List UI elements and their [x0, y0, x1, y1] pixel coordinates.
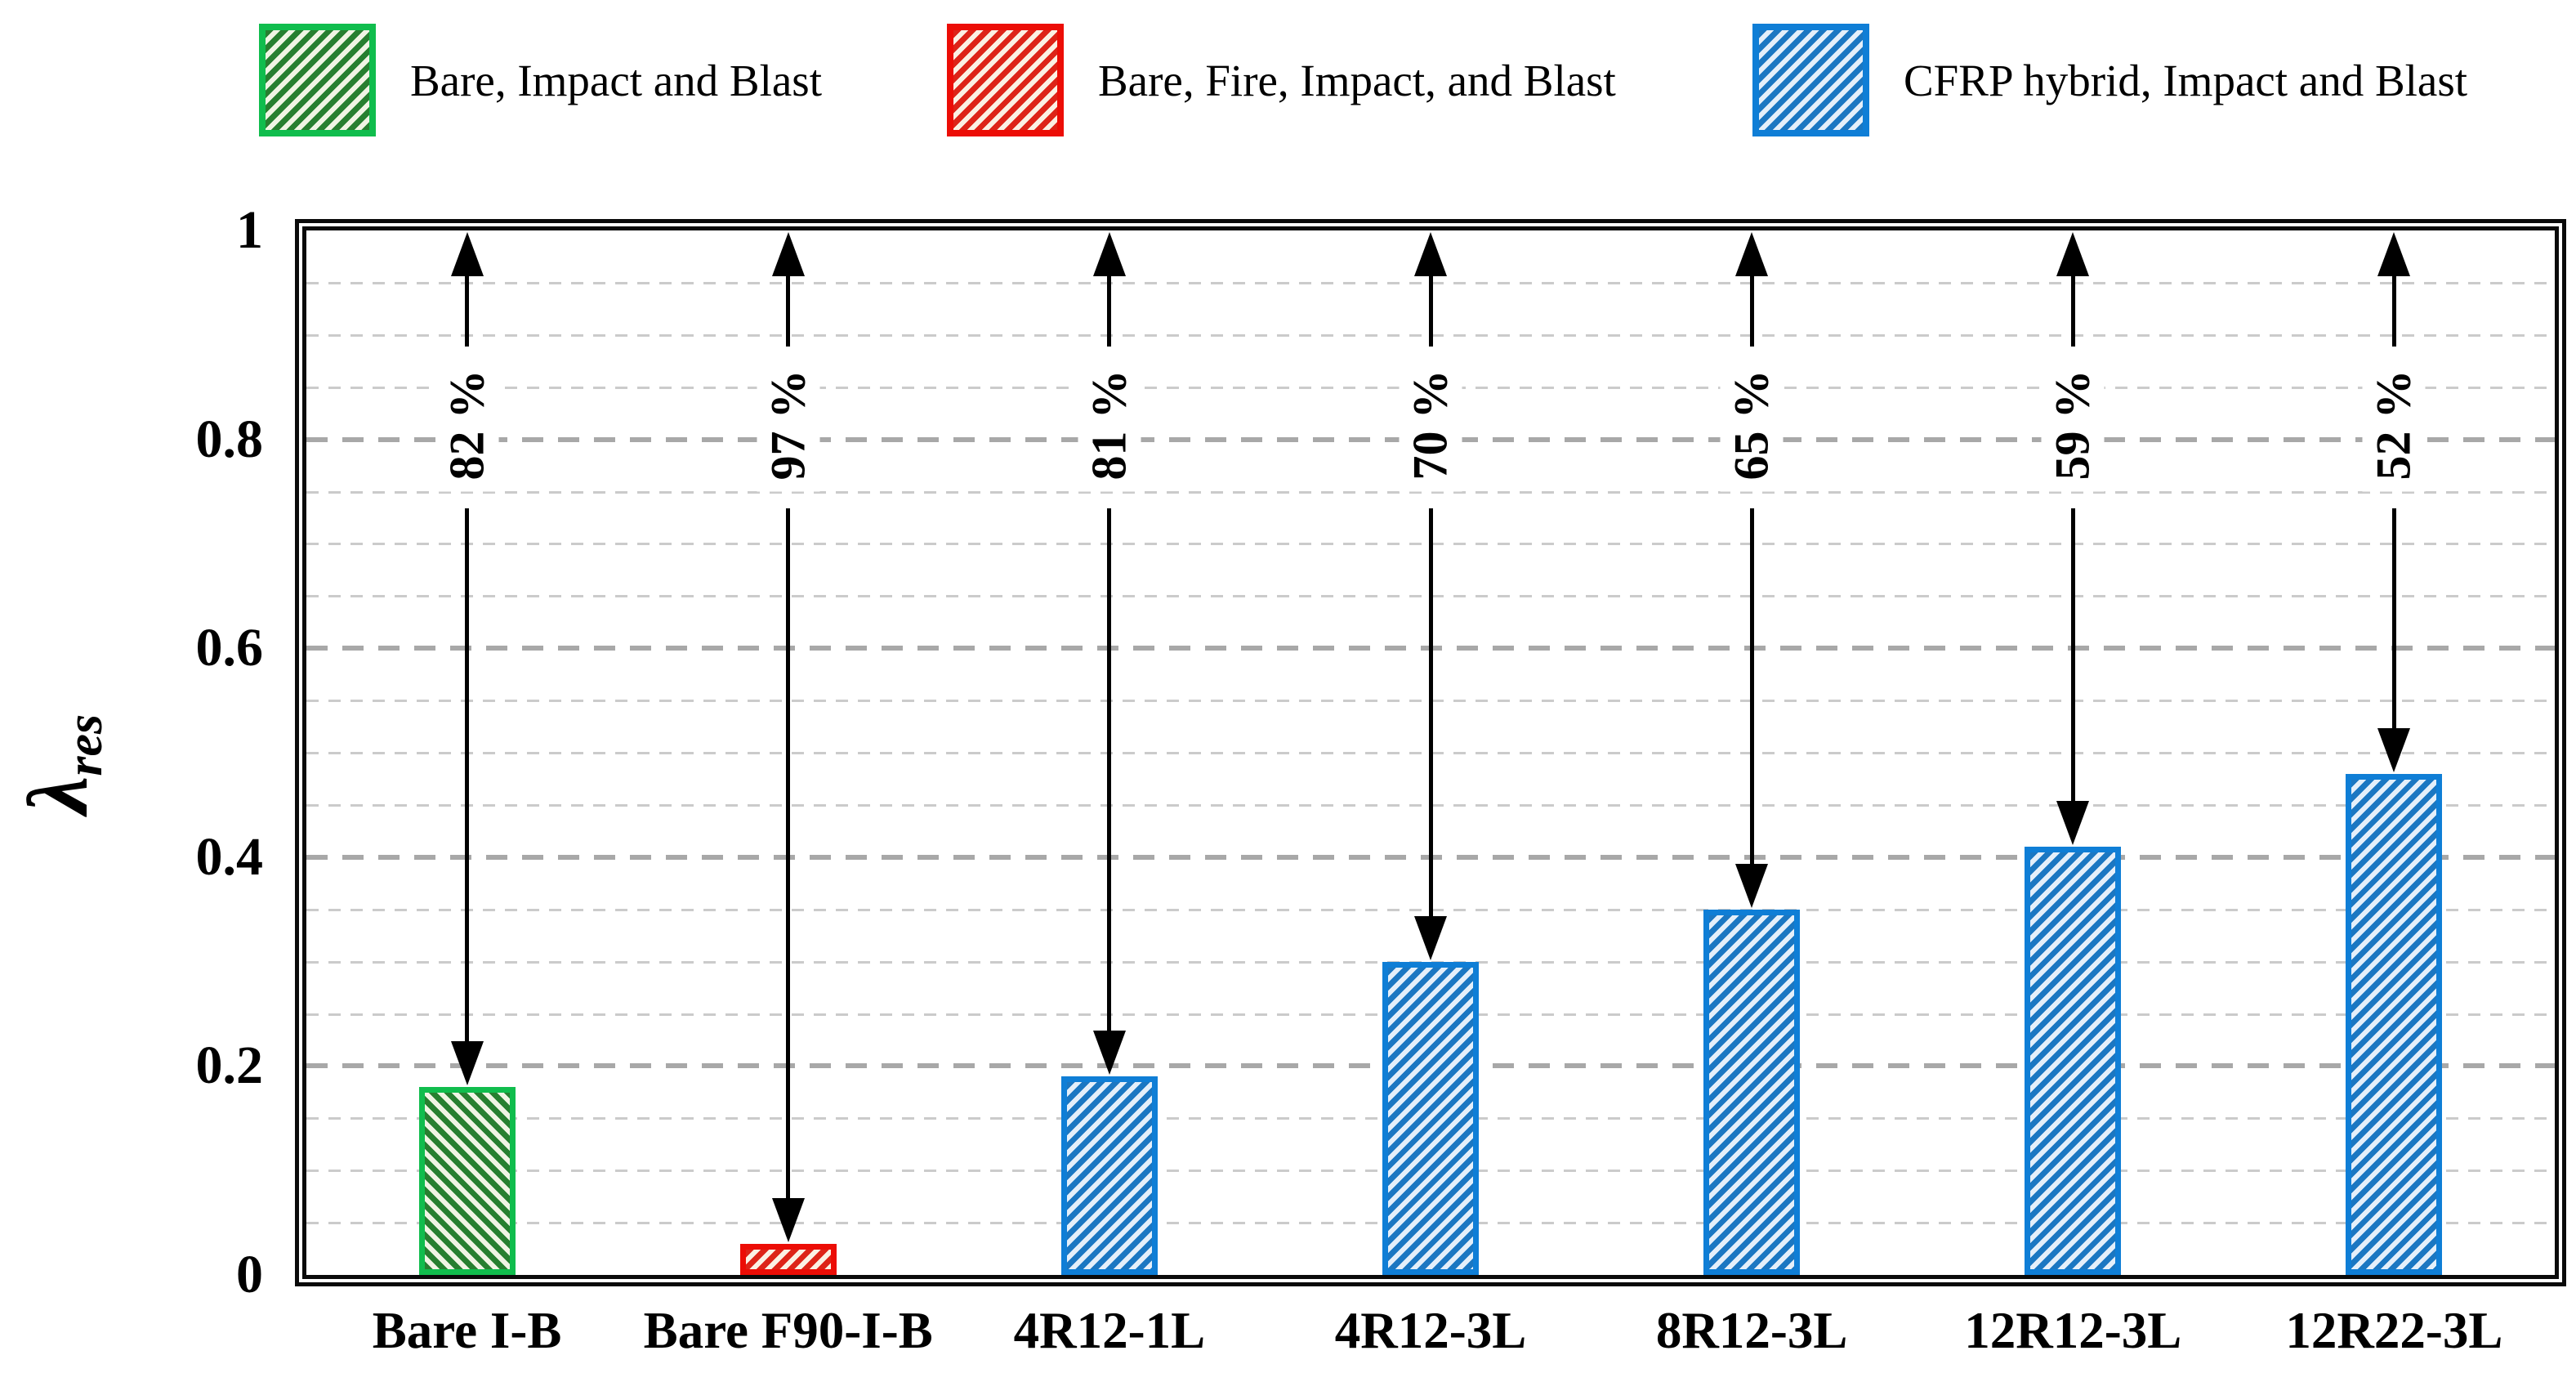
y-tick-label-1: 1 — [236, 200, 263, 260]
bar-12R12-3L — [2025, 847, 2122, 1275]
arrow-upper-line — [1428, 268, 1433, 347]
reduction-label: 82 % — [435, 358, 499, 492]
arrow-upper-line — [465, 268, 470, 347]
arrow-lower-line — [786, 508, 791, 1200]
y-tick-label-0.4: 0.4 — [195, 826, 264, 887]
arrowhead-down-icon — [1092, 1031, 1126, 1076]
bar-Bare F90-I-B — [739, 1243, 837, 1275]
arrowhead-down-icon — [450, 1040, 484, 1085]
y-tick-label-0.2: 0.2 — [195, 1035, 264, 1096]
y-tick-label-0: 0 — [236, 1245, 263, 1304]
x-tick-label-4R12-1L: 4R12-1L — [1013, 1302, 1206, 1359]
reduction-label: 70 % — [1399, 358, 1462, 492]
arrowhead-down-icon — [1414, 915, 1447, 960]
x-tick-label-12R22-3L: 12R22-3L — [2285, 1302, 2503, 1359]
bar-Bare I-B — [418, 1086, 516, 1275]
legend-swatch-bare-icon — [259, 24, 376, 136]
y-tick-label-0.6: 0.6 — [195, 618, 264, 678]
arrow-lower-line — [2070, 508, 2075, 803]
legend-item-label: Bare, Fire, Impact, and Blast — [1098, 55, 1616, 105]
arrow-lower-line — [1749, 508, 1754, 865]
arrow-lower-line — [1107, 508, 1112, 1033]
arrow-upper-line — [2070, 268, 2075, 347]
reduction-label: 65 % — [1720, 358, 1784, 492]
reduction-label: 97 % — [757, 358, 820, 492]
arrow-lower-line — [2391, 508, 2396, 730]
y-tick-label-0.8: 0.8 — [195, 409, 264, 469]
arrow-upper-line — [786, 268, 791, 347]
legend-swatch-cfrp-icon — [1752, 24, 1869, 136]
arrow-upper-line — [1749, 268, 1754, 347]
arrowhead-down-icon — [1735, 863, 1769, 908]
arrowhead-down-icon — [771, 1197, 805, 1242]
arrow-lower-line — [465, 508, 470, 1043]
arrow-lower-line — [1428, 508, 1433, 918]
reduction-label: 52 % — [2362, 358, 2426, 492]
legend-item-bare: Bare, Impact and Blast — [259, 24, 822, 136]
legend-item-cfrp: CFRP hybrid, Impact and Blast — [1752, 24, 2467, 136]
bar-4R12-1L — [1060, 1076, 1158, 1275]
reduction-label: 81 % — [1078, 358, 1141, 492]
arrow-upper-line — [1107, 268, 1112, 347]
x-tick-label-Bare F90-I-B: Bare F90-I-B — [643, 1302, 933, 1359]
bar-8R12-3L — [1703, 909, 1801, 1275]
legend-item-label: Bare, Impact and Blast — [410, 55, 822, 105]
y-axis-title-subscript: res — [57, 713, 113, 776]
y-axis-title: λres — [8, 714, 114, 814]
legend-item-bare_fire: Bare, Fire, Impact, and Blast — [947, 24, 1616, 136]
arrowhead-down-icon — [2377, 727, 2411, 772]
x-tick-label-4R12-3L: 4R12-3L — [1334, 1302, 1527, 1359]
arrow-upper-line — [2391, 268, 2396, 347]
legend-item-label: CFRP hybrid, Impact and Blast — [1904, 55, 2468, 105]
legend-swatch-bare_fire-icon — [947, 24, 1064, 136]
y-axis-title-lambda: λ — [10, 776, 105, 815]
x-tick-label-Bare I-B: Bare I-B — [372, 1302, 562, 1359]
gridline-minor — [306, 490, 2555, 494]
arrowhead-down-icon — [2056, 801, 2090, 846]
reduction-label: 59 % — [2041, 358, 2105, 492]
bar-4R12-3L — [1382, 961, 1479, 1275]
x-tick-label-12R12-3L: 12R12-3L — [1964, 1302, 2182, 1359]
plot-area: 82 % 97 % 81 % 70 % 65 % 59 % 52 % — [295, 219, 2566, 1286]
x-tick-label-8R12-3L: 8R12-3L — [1655, 1302, 1848, 1359]
bar-12R22-3L — [2346, 773, 2443, 1275]
